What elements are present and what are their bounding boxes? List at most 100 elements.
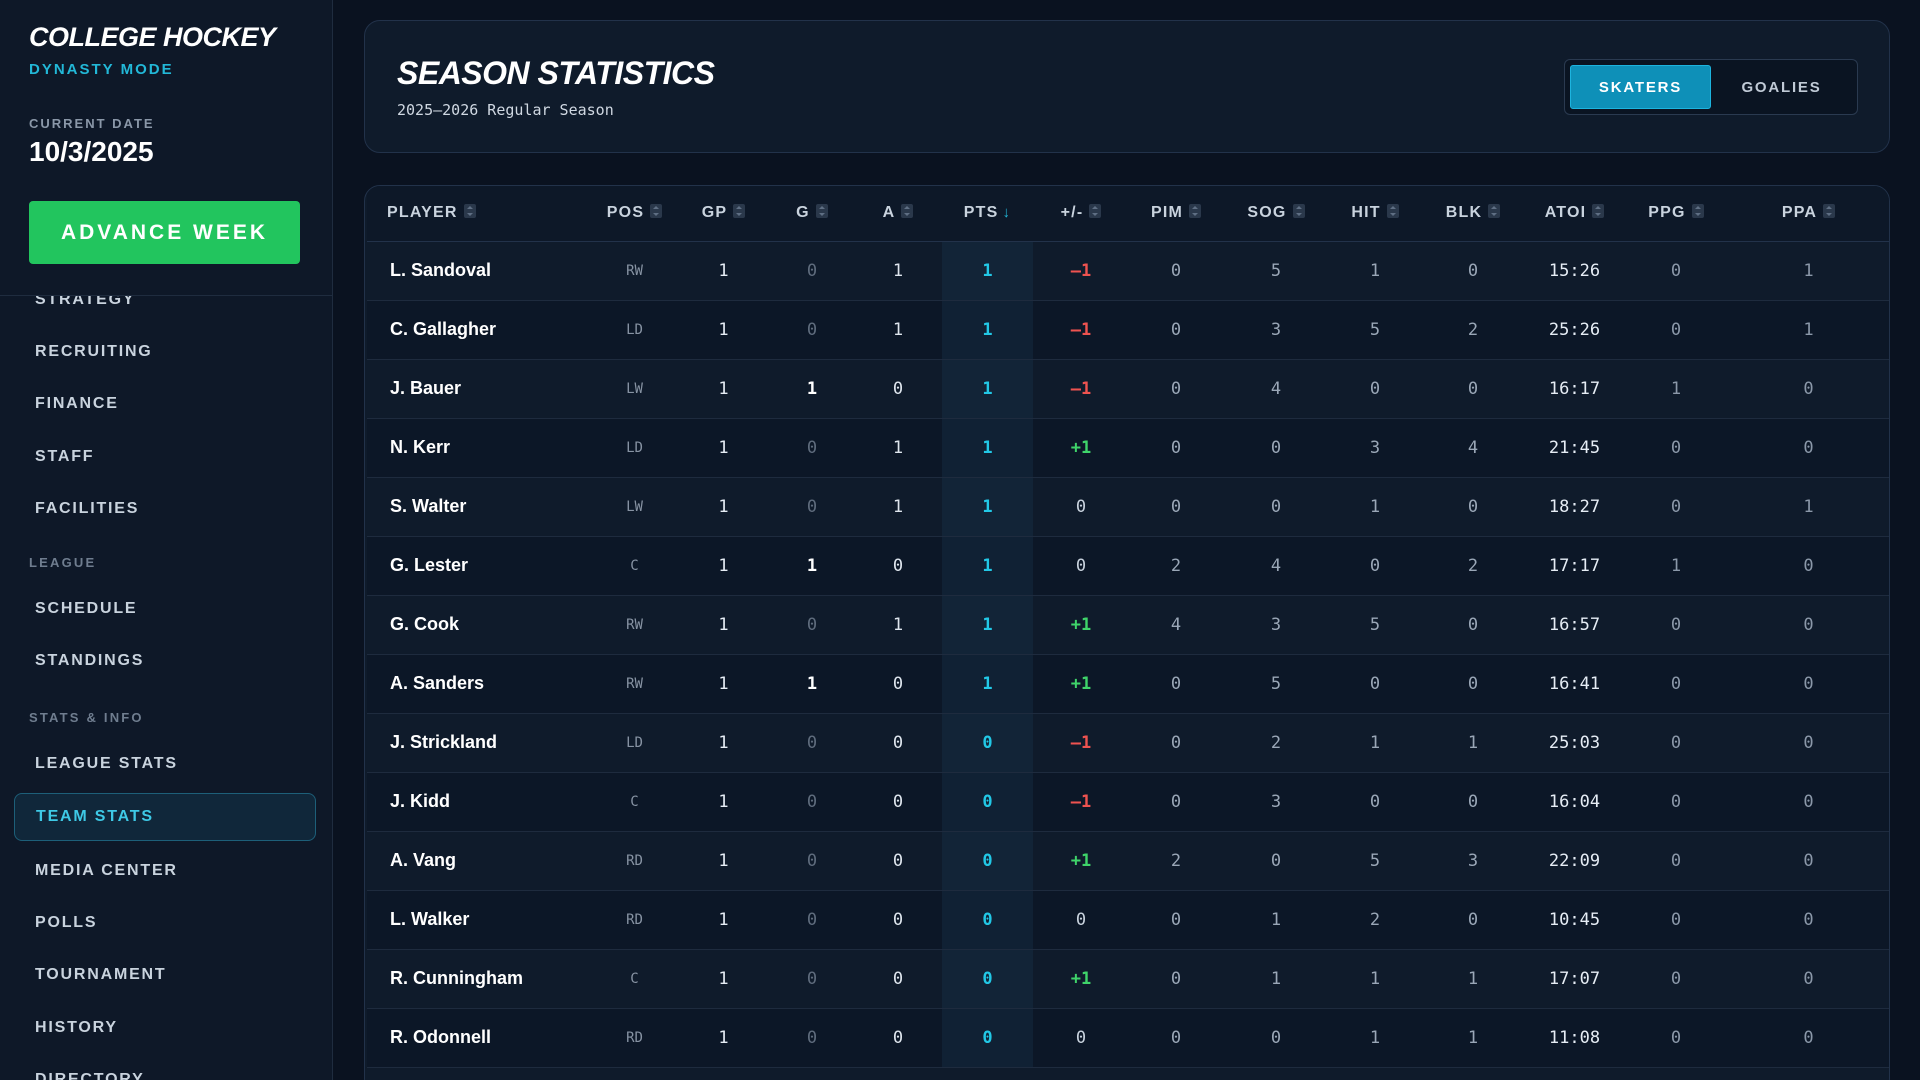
power-play-assists-cell: 0: [1803, 378, 1814, 399]
hits-cell: 1: [1369, 260, 1381, 281]
column-header-pos[interactable]: POS: [592, 186, 677, 242]
table-row[interactable]: J. Kidd C 1 0 0 0 –1 0 3 0 0 16:04 0 0: [367, 772, 1889, 831]
player-name-cell: J. Kidd: [390, 791, 451, 811]
table-row[interactable]: R. Odonnell RD 1 0 0 0 0 0 0 1 1 11:08 0 0: [367, 1008, 1889, 1067]
sidebar-item-finance[interactable]: FINANCE: [35, 395, 119, 412]
sidebar-item-directory[interactable]: DIRECTORY: [35, 1071, 145, 1080]
table-row[interactable]: A. Sanders RW 1 1 0 1 +1 0 5 0 0 16:41 0 0: [367, 654, 1889, 713]
sidebar-item-standings[interactable]: STANDINGS: [35, 652, 145, 669]
power-play-assists-cell: 0: [1803, 850, 1814, 871]
column-header-plus-minus[interactable]: +/-: [1033, 186, 1129, 242]
column-header-blk[interactable]: BLK: [1421, 186, 1525, 242]
blocks-cell: 0: [1467, 909, 1479, 930]
sidebar-item-recruiting[interactable]: RECRUITING: [35, 343, 153, 360]
table-row[interactable]: J. Bauer LW 1 1 0 1 –1 0 4 0 0 16:17 1 0: [367, 359, 1889, 418]
position-cell: LW: [626, 380, 643, 397]
column-header-gp[interactable]: GP: [677, 186, 770, 242]
sidebar-item-strategy[interactable]: STRATEGY: [35, 296, 136, 308]
brand-title: COLLEGE HOCKEY: [29, 22, 276, 52]
penalty-minutes-cell: 0: [1170, 260, 1182, 281]
avg-time-on-ice-cell: 16:41: [1548, 673, 1601, 694]
power-play-assists-cell: 0: [1803, 1027, 1814, 1048]
hits-cell: 0: [1369, 791, 1381, 812]
points-cell: 1: [942, 477, 1033, 536]
column-header-sog[interactable]: SOG: [1223, 186, 1329, 242]
power-play-assists-cell: 1: [1803, 496, 1814, 517]
points-cell: 0: [942, 831, 1033, 890]
current-date-label: CURRENT DATE: [29, 116, 155, 131]
plus-minus-cell: 0: [1075, 909, 1087, 930]
hits-cell: 5: [1369, 319, 1381, 340]
goals-cell: 0: [806, 319, 818, 340]
skaters-tab[interactable]: SKATERS: [1570, 65, 1711, 109]
shots-on-goal-cell: 0: [1270, 1027, 1282, 1048]
sidebar-item-polls[interactable]: POLLS: [35, 914, 98, 931]
table-row[interactable]: C. Gallagher LD 1 0 1 1 –1 0 3 5 2 25:26 0 1: [367, 300, 1889, 359]
avg-time-on-ice-cell: 18:27: [1548, 496, 1601, 517]
assists-cell: 1: [892, 437, 904, 458]
nav-section-stats-info: STATS & INFO: [29, 710, 144, 725]
goals-cell: 0: [806, 968, 818, 989]
power-play-assists-cell: 1: [1803, 260, 1814, 281]
column-header-ppg[interactable]: PPG: [1624, 186, 1728, 242]
table-row[interactable]: J. Strickland LD 1 0 0 0 –1 0 2 1 1 25:03 0 0: [367, 713, 1889, 772]
power-play-goals-cell: 0: [1670, 319, 1682, 340]
column-header-atoi[interactable]: ATOI: [1525, 186, 1624, 242]
sidebar-item-staff[interactable]: STAFF: [35, 448, 95, 465]
column-header-g[interactable]: G: [770, 186, 854, 242]
table-row[interactable]: N. Kerr LD 1 0 1 1 +1 0 0 3 4 21:45 0 0: [367, 418, 1889, 477]
sort-icon: [1386, 204, 1399, 219]
table-row[interactable]: A. Vang RD 1 0 0 0 +1 2 0 5 3 22:09 0 0: [367, 831, 1889, 890]
power-play-assists-cell: 0: [1803, 968, 1814, 989]
goalies-tab[interactable]: GOALIES: [1711, 65, 1852, 109]
table-row[interactable]: L. Walker RD 1 0 0 0 0 0 1 2 0 10:45 0 0: [367, 890, 1889, 949]
sidebar-item-history[interactable]: HISTORY: [35, 1019, 118, 1036]
column-header-pts[interactable]: PTS ↓: [942, 186, 1033, 242]
games-played-cell: 1: [718, 260, 729, 281]
column-header-label: PTS: [963, 204, 999, 222]
power-play-goals-cell: 0: [1670, 673, 1682, 694]
table-row[interactable]: L. Sandoval RW 1 0 1 1 –1 0 5 1 0 15:26 0 1: [367, 241, 1889, 300]
penalty-minutes-cell: 2: [1170, 850, 1182, 871]
column-header-label: POS: [606, 204, 645, 222]
sidebar-divider: [0, 295, 332, 296]
hits-cell: 1: [1369, 732, 1381, 753]
sidebar-item-facilities[interactable]: FACILITIES: [35, 500, 140, 517]
column-header-a[interactable]: A: [854, 186, 942, 242]
column-header-label: +/-: [1060, 204, 1084, 222]
sidebar-item-schedule[interactable]: SCHEDULE: [35, 600, 138, 617]
sidebar-item-team-stats[interactable]: TEAM STATS: [14, 793, 316, 841]
table-row[interactable]: R. Cunningham C 1 0 0 0 +1 0 1 1 1 17:07 0 0: [367, 949, 1889, 1008]
hits-cell: 0: [1369, 555, 1381, 576]
column-header-player[interactable]: PLAYER: [367, 186, 592, 242]
games-played-cell: 1: [718, 850, 729, 871]
column-header-ppa[interactable]: PPA: [1728, 186, 1889, 242]
position-cell: RW: [626, 262, 643, 279]
sidebar-item-tournament[interactable]: TOURNAMENT: [35, 966, 167, 983]
sidebar-nav[interactable]: STRATEGY RECRUITING FINANCE STAFF FACILI…: [0, 296, 332, 1080]
shots-on-goal-cell: 1: [1270, 909, 1282, 930]
player-name-cell: C. Gallagher: [390, 319, 497, 339]
goals-cell: 1: [806, 378, 818, 399]
shots-on-goal-cell: 4: [1270, 555, 1282, 576]
assists-cell: 0: [892, 909, 904, 930]
player-name-cell: S. Walter: [390, 496, 467, 516]
column-header-hit[interactable]: HIT: [1329, 186, 1421, 242]
column-header-label: PIM: [1150, 204, 1184, 222]
power-play-goals-cell: 0: [1670, 968, 1682, 989]
table-row[interactable]: G. Lester C 1 1 0 1 0 2 4 0 2 17:17 1 0: [367, 536, 1889, 595]
power-play-assists-cell: 0: [1803, 732, 1814, 753]
sidebar-item-media-center[interactable]: MEDIA CENTER: [35, 862, 178, 879]
column-header-pim[interactable]: PIM: [1129, 186, 1223, 242]
table-row[interactable]: G. Cook RW 1 0 1 1 +1 4 3 5 0 16:57 0 0: [367, 595, 1889, 654]
assists-cell: 0: [892, 850, 904, 871]
shots-on-goal-cell: 0: [1270, 437, 1282, 458]
table-row[interactable]: S. Walter LW 1 0 1 1 0 0 0 1 0 18:27 0 1: [367, 477, 1889, 536]
penalty-minutes-cell: 0: [1170, 496, 1182, 517]
penalty-minutes-cell: 0: [1170, 437, 1182, 458]
advance-week-button[interactable]: ADVANCE WEEK: [29, 201, 300, 264]
sidebar-item-league-stats[interactable]: LEAGUE STATS: [35, 755, 178, 772]
plus-minus-cell: 0: [1075, 555, 1087, 576]
position-cell: RW: [626, 675, 643, 692]
power-play-assists-cell: 0: [1803, 555, 1814, 576]
